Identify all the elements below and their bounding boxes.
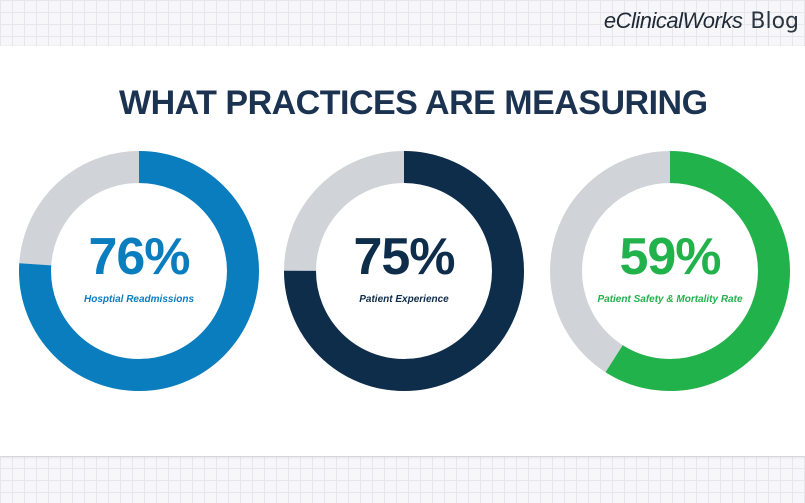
donut-svg: [550, 151, 790, 391]
donut-value-arc: [19, 151, 259, 391]
blog-brand[interactable]: eClinicalWorks Blog: [604, 8, 799, 34]
donut-percent: 59%: [619, 228, 721, 286]
donut-value-arc: [550, 151, 790, 391]
donut-chart-readmissions: 76% Hosptial Readmissions: [19, 151, 259, 391]
brand-suffix: Blog: [750, 9, 799, 34]
donut-percent: 76%: [88, 228, 190, 286]
donut-chart-safety: 59% Patient Safety & Mortality Rate: [550, 151, 790, 391]
donut-value-arc: [284, 151, 524, 391]
brand-name: eClinicalWorks: [603, 8, 743, 33]
donut-chart-experience: 75% Patient Experience: [284, 151, 524, 391]
donut-svg: [284, 151, 524, 391]
donut-label: Patient Safety & Mortality Rate: [597, 294, 743, 305]
donut-label: Hosptial Readmissions: [83, 294, 195, 305]
donut-svg: [19, 151, 259, 391]
donut-percent: 75%: [353, 228, 455, 286]
donut-label: Patient Experience: [359, 294, 449, 305]
chart-title: WHAT PRACTICES ARE MEASURING: [119, 84, 708, 122]
infographic-card: WHAT PRACTICES ARE MEASURING 76% Hosptia…: [0, 46, 805, 456]
